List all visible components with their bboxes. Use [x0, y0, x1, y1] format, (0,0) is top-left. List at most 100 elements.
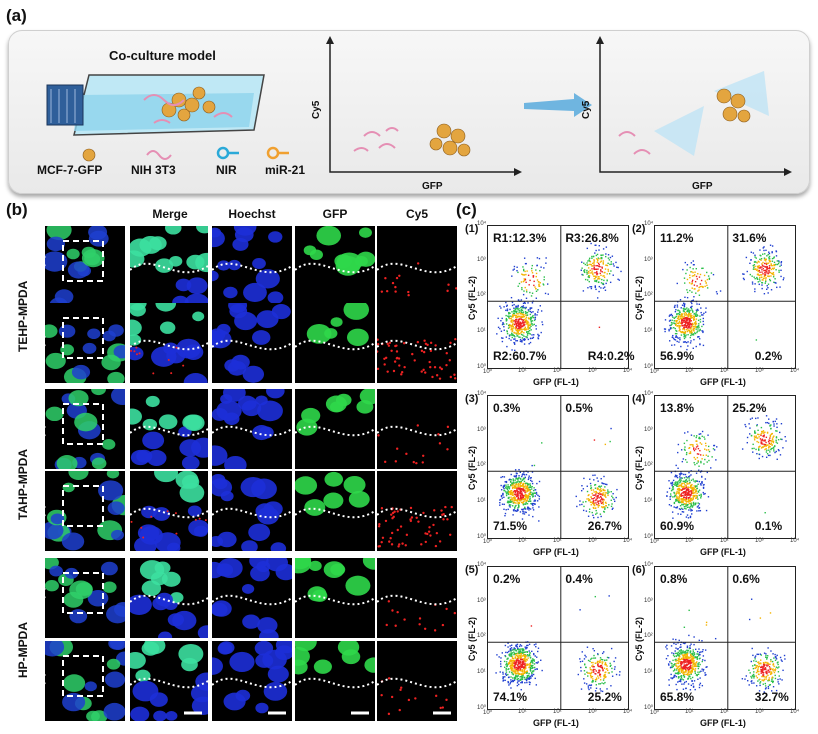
legend-icons: [82, 146, 289, 162]
group-hp: HP-MPDA: [16, 622, 30, 678]
x-tick: 10¹: [518, 368, 527, 374]
x-axis-label: GFP (FL-1): [533, 377, 579, 387]
x-tick: 10⁰: [483, 369, 493, 375]
cy5-image: [377, 226, 457, 306]
legend-nih: NIH 3T3: [131, 163, 176, 177]
x-tick: 10¹: [685, 709, 694, 715]
y-tick: 10⁴: [477, 221, 487, 227]
y-axis-label: Cy5 (FL-2): [467, 616, 477, 661]
y-tick: 10²: [477, 462, 486, 468]
plot-id: (1): [465, 223, 479, 235]
x-tick: 10²: [720, 709, 729, 715]
y-tick: 10⁰: [644, 534, 654, 540]
quadrant-upper-right: 0.6%: [732, 572, 760, 586]
arrow-icon: [524, 93, 592, 117]
x-axis-label: GFP (FL-1): [533, 718, 579, 728]
plot-id: (4): [632, 393, 646, 405]
gfp-image: [295, 471, 375, 551]
row-label-6: NIR (+): [34, 672, 46, 708]
y-tick: 10¹: [477, 497, 486, 504]
flow-plot-1: [487, 225, 629, 369]
group-tahp: TAHP-MPDA: [16, 448, 30, 520]
y-tick: 10¹: [644, 668, 653, 675]
overview-image: [45, 226, 125, 306]
y-tick: 10⁴: [644, 562, 654, 568]
row-label-5: NIR (−): [34, 586, 46, 622]
x-tick: 10³: [755, 709, 764, 715]
overview-image: [45, 303, 125, 383]
y-tick: 10³: [644, 597, 653, 604]
quadrant-upper-right: 25.2%: [732, 401, 767, 415]
hoechst-image: [212, 389, 292, 469]
hoechst-image: [212, 303, 292, 383]
panel-c-label: (c): [456, 200, 477, 219]
quadrant-upper-left: 13.8%: [660, 401, 695, 415]
x-tick: 10⁴: [623, 368, 633, 374]
quadrant-lower-left: 60.9%: [660, 519, 695, 533]
quadrant-lower-left: 74.1%: [493, 690, 528, 704]
quadrant-upper-left: 0.3%: [493, 401, 521, 415]
hoechst-image: [212, 226, 292, 306]
x-tick: 10⁴: [623, 709, 633, 715]
x-tick: 10³: [755, 538, 764, 544]
merge-image: [130, 303, 208, 383]
plot-id: (6): [632, 564, 646, 576]
gfp-image: [295, 303, 375, 383]
merge-image: [130, 226, 208, 306]
y-tick: 10³: [477, 256, 486, 263]
x-tick: 10²: [553, 538, 562, 544]
x-tick: 10⁴: [790, 368, 800, 374]
scheme-right-ylabel: Cy5: [581, 100, 592, 119]
panel-b-label: (b): [6, 200, 28, 219]
y-axis-label: Cy5 (FL-2): [634, 445, 644, 490]
row-label-1: NIR (−): [34, 254, 46, 290]
quadrant-lower-left: 65.8%: [660, 690, 695, 704]
x-tick: 10¹: [518, 538, 527, 544]
quadrant-upper-left: 0.8%: [660, 572, 688, 586]
x-tick: 10⁰: [483, 539, 493, 545]
mir21-key-icon: [266, 146, 289, 160]
cy5-image: [377, 641, 457, 721]
x-tick: 10²: [720, 368, 729, 374]
quadrant-lower-right: R4:0.2%: [587, 349, 635, 363]
row-label-4: NIR (+): [34, 504, 46, 540]
plot-id: (5): [465, 564, 479, 576]
col-merge: Merge: [152, 207, 188, 221]
y-tick: 10¹: [644, 327, 653, 334]
x-tick: 10⁰: [650, 369, 660, 375]
plot-id: (2): [632, 223, 646, 235]
y-tick: 10²: [644, 462, 653, 468]
quadrant-lower-right: 26.7%: [587, 519, 622, 533]
flow-plot-3: [487, 395, 629, 539]
nir-key-icon: [216, 146, 239, 160]
y-tick: 10³: [477, 426, 486, 433]
y-tick: 10⁴: [477, 391, 487, 397]
y-tick: 10⁰: [477, 364, 487, 370]
hoechst-image: [212, 471, 292, 551]
y-tick: 10⁰: [644, 705, 654, 711]
row-label-3: NIR (−): [34, 424, 46, 460]
overview-image: [45, 471, 125, 551]
group-tehp: TEHP-MPDA: [16, 280, 30, 352]
y-tick: 10⁴: [644, 391, 654, 397]
flow-plot-4: [654, 395, 796, 539]
y-tick: 10¹: [477, 327, 486, 334]
y-tick: 10⁰: [644, 364, 654, 370]
flow-plot-5: [487, 566, 629, 710]
quadrant-upper-right: 0.5%: [565, 401, 593, 415]
quadrant-upper-left: 11.2%: [660, 231, 694, 245]
y-tick: 10¹: [644, 497, 653, 504]
quadrant-lower-right: 25.2%: [587, 690, 622, 704]
x-tick: 10³: [588, 368, 597, 374]
x-tick: 10¹: [685, 368, 694, 374]
scheme-axes-right: [596, 36, 792, 176]
col-cy5: Cy5: [405, 207, 428, 221]
y-axis-label: Cy5 (FL-2): [634, 616, 644, 661]
y-tick: 10²: [644, 633, 653, 639]
gfp-image: [295, 226, 375, 306]
plot-id: (3): [465, 393, 479, 405]
col-hoechst: Hoechst: [228, 207, 276, 221]
panel-a-box: Co-culture model MCF-7-GFP NIH 3T3 NIR m…: [8, 30, 810, 194]
legend-mir21: miR-21: [265, 163, 306, 177]
quadrant-lower-left: R2:60.7%: [493, 349, 547, 363]
